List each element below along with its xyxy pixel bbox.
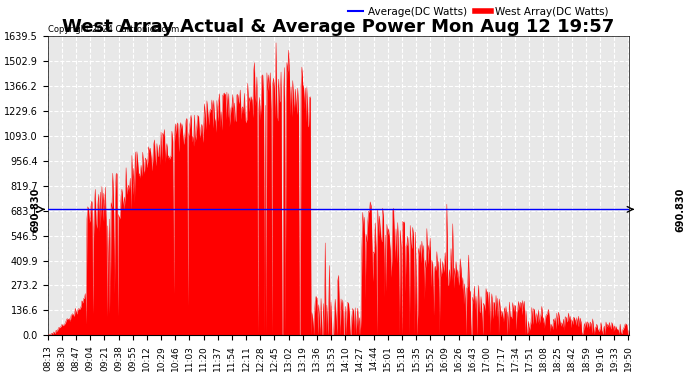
Text: Copyright 2024 Curtronics.com: Copyright 2024 Curtronics.com (48, 24, 179, 33)
Legend: Average(DC Watts), West Array(DC Watts): Average(DC Watts), West Array(DC Watts) (344, 3, 613, 21)
Title: West Array Actual & Average Power Mon Aug 12 19:57: West Array Actual & Average Power Mon Au… (62, 18, 615, 36)
